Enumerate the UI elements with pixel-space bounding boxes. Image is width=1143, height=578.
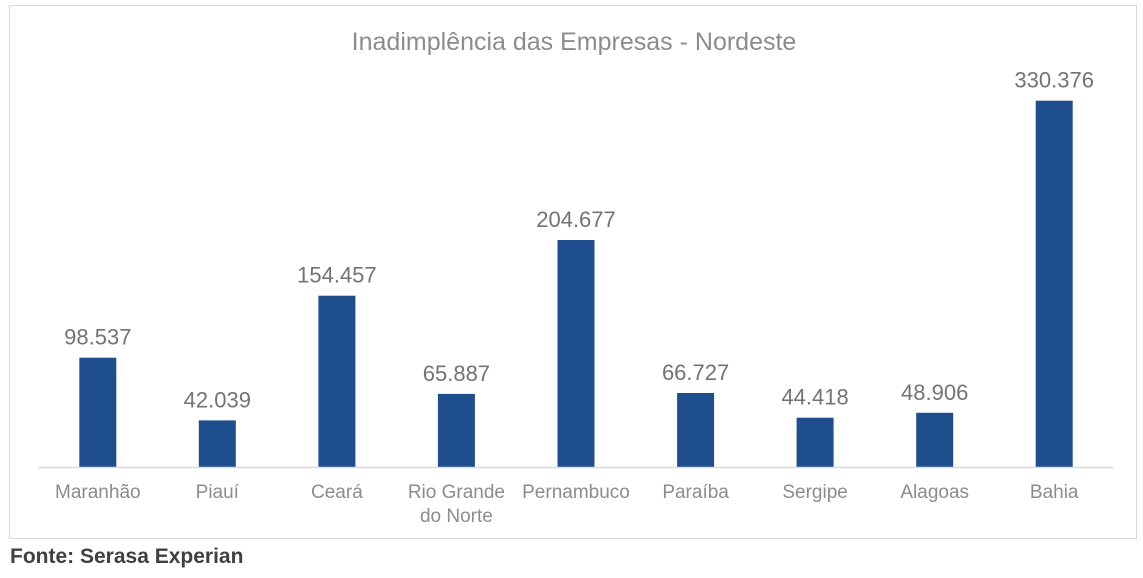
category-label-line: Paraíba	[662, 482, 729, 503]
chart-frame: Inadimplência das Empresas - Nordeste 98…	[9, 5, 1137, 539]
data-labels-group: 98.537 42.039 154.457 65.887 204.677 66.727 44…	[64, 68, 1094, 413]
category-label-line: Sergipe	[782, 482, 848, 503]
data-label-8: 330.376	[1014, 68, 1094, 93]
category-label-line: Maranhão	[55, 482, 141, 503]
chart-title: Inadimplência das Empresas - Nordeste	[352, 28, 797, 56]
category-label-1: Piauí	[196, 482, 240, 503]
bar-0	[79, 357, 117, 467]
bar-7	[916, 412, 954, 467]
category-label-2: Ceará	[311, 482, 363, 503]
category-label-3: Rio Grande do Norte	[408, 482, 505, 527]
category-label-line: Rio Grande	[408, 482, 505, 503]
data-label-2: 154.457	[297, 263, 377, 288]
category-label-8: Bahia	[1030, 482, 1079, 503]
data-label-5: 66.727	[662, 360, 729, 385]
data-label-0: 98.537	[64, 325, 131, 350]
category-label-7: Alagoas	[900, 482, 969, 503]
data-label-4: 204.677	[536, 207, 616, 232]
bar-4	[557, 240, 595, 467]
category-label-line: do Norte	[420, 506, 493, 527]
data-label-7: 48.906	[901, 380, 968, 405]
data-label-3: 65.887	[423, 361, 490, 386]
bar-chart: Inadimplência das Empresas - Nordeste 98…	[38, 28, 1114, 527]
data-label-6: 44.418	[781, 385, 848, 410]
bar-8	[1035, 100, 1073, 467]
category-label-5: Paraíba	[662, 482, 729, 503]
category-label-line: Bahia	[1030, 482, 1079, 503]
category-label-6: Sergipe	[782, 482, 848, 503]
category-label-0: Maranhão	[55, 482, 141, 503]
category-label-line: Alagoas	[900, 482, 969, 503]
data-label-1: 42.039	[184, 387, 251, 412]
category-labels-group: Maranhão Piauí Ceará Rio Grande do Norte Pern…	[55, 482, 1079, 527]
category-label-4: Pernambuco	[522, 482, 630, 503]
category-label-line: Piauí	[196, 482, 240, 503]
bar-1	[198, 420, 236, 467]
category-label-line: Pernambuco	[522, 482, 630, 503]
bar-2	[318, 295, 356, 467]
bar-3	[437, 393, 475, 467]
bar-5	[677, 393, 715, 467]
bar-6	[796, 417, 834, 467]
source-note: Fonte: Serasa Experian	[10, 545, 244, 568]
category-label-line: Ceará	[311, 482, 363, 503]
bars-group	[79, 100, 1073, 467]
